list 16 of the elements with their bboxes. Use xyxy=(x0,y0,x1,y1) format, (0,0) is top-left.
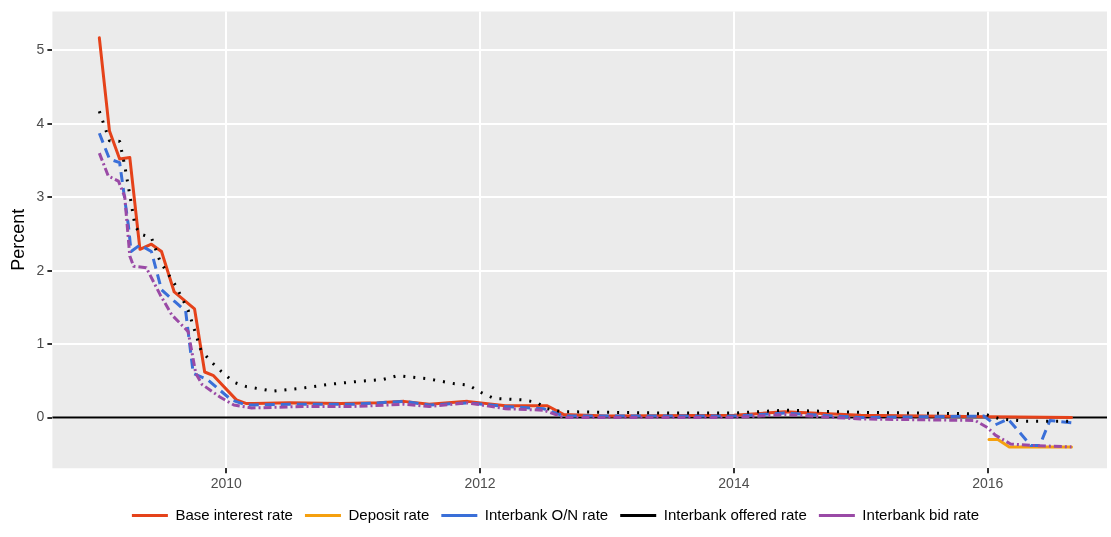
y-tick-label: 5 xyxy=(36,41,45,58)
legend-label: Interbank offered rate xyxy=(663,505,807,523)
y-axis-title: Percent xyxy=(7,208,28,271)
x-tick-label: 2014 xyxy=(718,475,750,492)
x-tick-label: 2010 xyxy=(210,475,243,492)
x-tick-label: 2016 xyxy=(972,475,1004,492)
y-tick-label: 2 xyxy=(36,261,45,278)
y-tick-label: 4 xyxy=(36,114,45,131)
y-tick-label: 0 xyxy=(36,408,45,425)
legend-label: Interbank bid rate xyxy=(862,505,980,523)
y-tick-label: 3 xyxy=(36,188,45,205)
legend-label: Interbank O/N rate xyxy=(484,505,609,523)
y-tick-label: 1 xyxy=(36,334,45,351)
legend-label: Base interest rate xyxy=(175,505,293,523)
legend-label: Deposit rate xyxy=(348,505,430,523)
x-tick-label: 2012 xyxy=(464,475,496,492)
